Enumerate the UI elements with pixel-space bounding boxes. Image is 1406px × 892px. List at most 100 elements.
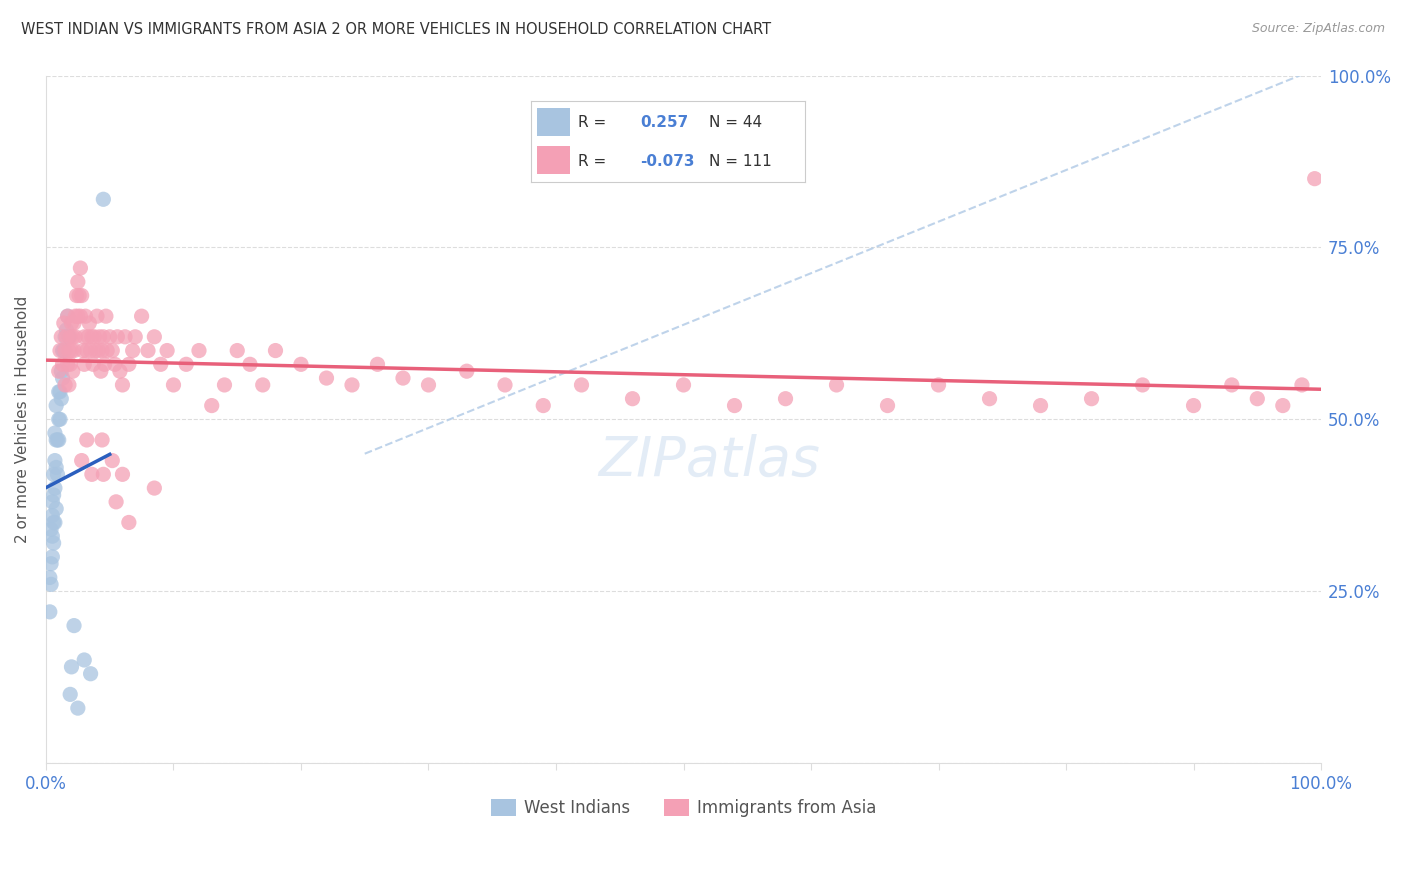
Point: [82, 357, 104, 371]
Point: [53, 330, 76, 344]
Point: [48, 433, 70, 447]
Point: [1182, 399, 1205, 413]
Point: [124, 330, 146, 344]
Point: [51, 343, 73, 358]
Point: [392, 371, 415, 385]
Point: [45, 460, 67, 475]
Point: [366, 357, 388, 371]
Point: [979, 392, 1001, 406]
Point: [214, 378, 236, 392]
Point: [67, 288, 90, 302]
Point: [143, 330, 166, 344]
Point: [1132, 378, 1154, 392]
Point: [55, 330, 77, 344]
Point: [621, 392, 644, 406]
Point: [75, 309, 97, 323]
Point: [1080, 392, 1102, 406]
Point: [52, 343, 75, 358]
Point: [775, 392, 797, 406]
Point: [93, 192, 115, 206]
Point: [91, 343, 114, 358]
Point: [1029, 399, 1052, 413]
Point: [60, 316, 83, 330]
Point: [45, 399, 67, 413]
Legend: West Indians, Immigrants from Asia: West Indians, Immigrants from Asia: [484, 792, 883, 823]
Point: [65, 330, 87, 344]
Point: [53, 343, 76, 358]
Point: [44, 481, 66, 495]
Text: WEST INDIAN VS IMMIGRANTS FROM ASIA 2 OR MORE VEHICLES IN HOUSEHOLD CORRELATION : WEST INDIAN VS IMMIGRANTS FROM ASIA 2 OR…: [21, 22, 772, 37]
Point: [58, 343, 80, 358]
Point: [42, 488, 65, 502]
Point: [83, 330, 105, 344]
Point: [86, 309, 108, 323]
Point: [531, 399, 554, 413]
Point: [1303, 171, 1326, 186]
Point: [38, 570, 60, 584]
Point: [93, 330, 115, 344]
Point: [58, 330, 80, 344]
Point: [79, 343, 101, 358]
Point: [45, 501, 67, 516]
Point: [49, 412, 72, 426]
Point: [73, 357, 96, 371]
Point: [65, 309, 87, 323]
Point: [94, 309, 117, 323]
Point: [93, 467, 115, 482]
Point: [51, 371, 73, 385]
Point: [41, 529, 63, 543]
Point: [42, 516, 65, 530]
Point: [63, 618, 86, 632]
Point: [56, 357, 79, 371]
Point: [111, 378, 134, 392]
Point: [825, 378, 848, 392]
Point: [91, 433, 114, 447]
Point: [39, 522, 62, 536]
Point: [66, 701, 89, 715]
Point: [69, 309, 91, 323]
Point: [45, 433, 67, 447]
Point: [72, 343, 94, 358]
Point: [59, 687, 82, 701]
Point: [87, 343, 110, 358]
Point: [456, 364, 478, 378]
Point: [69, 261, 91, 276]
Point: [143, 481, 166, 495]
Point: [90, 364, 112, 378]
Point: [89, 330, 111, 344]
Point: [56, 309, 79, 323]
Point: [38, 605, 60, 619]
Point: [131, 309, 153, 323]
Point: [98, 330, 121, 344]
Point: [226, 343, 249, 358]
Point: [73, 330, 96, 344]
Point: [60, 343, 83, 358]
Point: [49, 343, 72, 358]
Point: [66, 275, 89, 289]
Point: [1246, 392, 1268, 406]
Point: [96, 343, 118, 358]
Point: [188, 343, 211, 358]
Point: [76, 343, 98, 358]
Text: Source: ZipAtlas.com: Source: ZipAtlas.com: [1251, 22, 1385, 36]
Point: [66, 309, 89, 323]
Point: [108, 364, 131, 378]
Y-axis label: 2 or more Vehicles in Household: 2 or more Vehicles in Household: [15, 296, 30, 543]
Point: [53, 378, 76, 392]
Point: [60, 660, 83, 674]
Point: [49, 384, 72, 399]
Point: [44, 516, 66, 530]
Point: [1220, 378, 1243, 392]
Point: [264, 343, 287, 358]
Point: [80, 467, 103, 482]
Point: [672, 378, 695, 392]
Point: [315, 371, 337, 385]
Point: [41, 549, 63, 564]
Point: [876, 399, 898, 413]
Point: [65, 288, 87, 302]
Point: [290, 357, 312, 371]
Point: [174, 357, 197, 371]
Point: [48, 412, 70, 426]
Point: [1291, 378, 1313, 392]
Point: [93, 357, 115, 371]
